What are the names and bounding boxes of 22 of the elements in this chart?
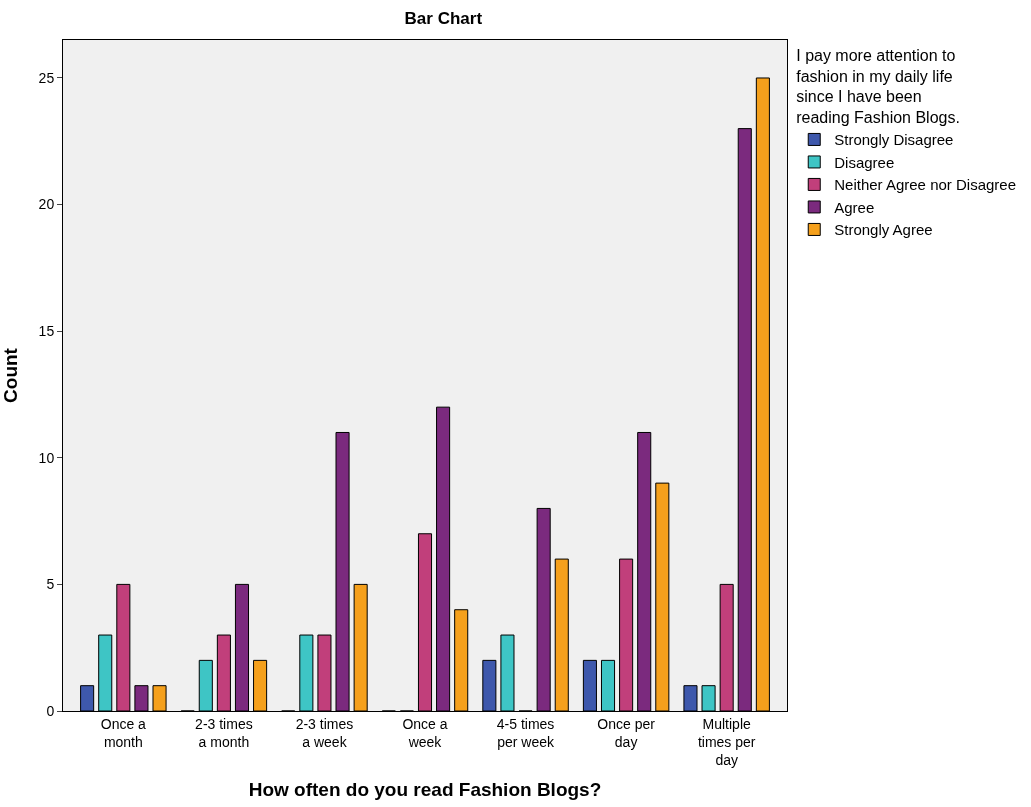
x-tick-label: Once per day [597, 715, 656, 750]
legend-label: Disagree [834, 153, 895, 171]
y-tick-label: 25 [38, 69, 55, 86]
legend-label: Neither Agree nor Disagree [834, 176, 1017, 194]
y-tick-label: 20 [38, 196, 55, 213]
x-tick-label: 2-3 times a week [295, 715, 354, 750]
y-axis-title: Count [0, 347, 22, 403]
x-tick-label: 2-3 times a month [195, 715, 253, 750]
legend-title: I pay more attention to fashion in my daily life since I have been reading Fashion Blogs. [796, 46, 960, 127]
legend-label: Strongly Agree [834, 221, 933, 239]
x-tick-label: Once a month [100, 715, 147, 750]
y-tick-label: 10 [38, 449, 55, 466]
x-tick-label: Once a week [402, 715, 448, 750]
chart-title: Bar Chart [404, 9, 483, 28]
y-tick-label: 5 [46, 576, 55, 593]
x-axis-title: How often do you read Fashion Blogs? [248, 779, 602, 800]
y-tick-label: 15 [38, 323, 55, 340]
legend-label: Agree [834, 198, 875, 216]
x-tick-label: 4-5 times per week [496, 715, 555, 750]
legend-label: Strongly Disagree [834, 131, 954, 149]
y-tick-label: 0 [46, 702, 55, 719]
x-tick-label: Multiple times per day [697, 715, 756, 769]
